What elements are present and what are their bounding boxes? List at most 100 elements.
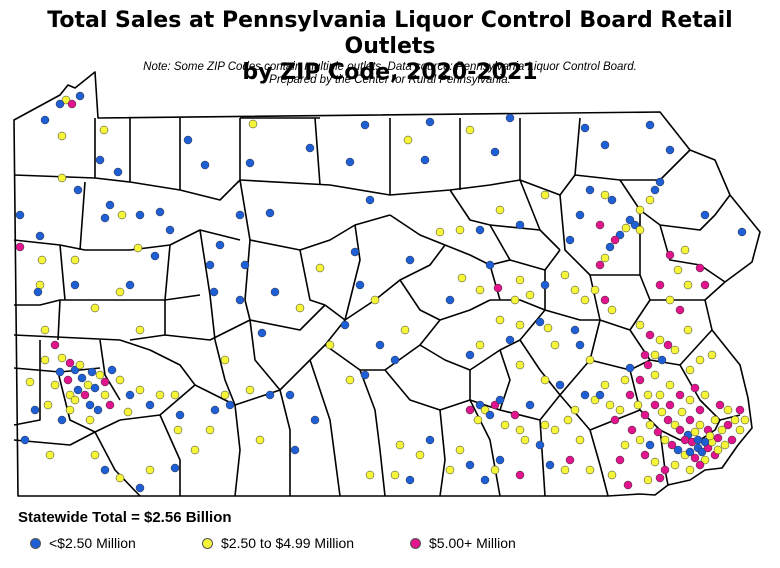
outlet-dot-low [360, 120, 370, 130]
outlet-dot-high [63, 375, 73, 385]
outlet-dot-low [485, 410, 495, 420]
outlet-dot-low [585, 185, 595, 195]
outlet-dot-high [690, 383, 700, 393]
outlet-dot-low [515, 220, 525, 230]
outlet-dot-mid [590, 285, 600, 295]
outlet-dot-low [480, 475, 490, 485]
outlet-dot-mid [248, 119, 258, 129]
outlet-dot-mid [455, 445, 465, 455]
outlet-dot-high [675, 305, 685, 315]
outlet-dot-mid [685, 395, 695, 405]
outlet-dot-mid [395, 440, 405, 450]
outlet-dot-mid [515, 360, 525, 370]
outlet-dot-mid [205, 425, 215, 435]
outlet-dot-low [105, 200, 115, 210]
outlet-dot-high [465, 405, 475, 415]
outlet-dot-mid [520, 435, 530, 445]
outlet-dot-high [655, 280, 665, 290]
outlet-dot-high [635, 375, 645, 385]
outlet-dot-low [375, 340, 385, 350]
outlet-dot-low [100, 465, 110, 475]
outlet-dot-mid [500, 420, 510, 430]
legend-dot-low [30, 537, 41, 549]
outlet-dot-mid [117, 210, 127, 220]
outlet-dot-high [80, 390, 90, 400]
outlet-dot-low [525, 400, 535, 410]
outlet-dot-low [15, 210, 25, 220]
outlet-dot-low [545, 460, 555, 470]
outlet-dot-low [70, 280, 80, 290]
outlet-dot-low [165, 225, 175, 235]
outlet-dot-low [135, 483, 145, 493]
outlet-dot-mid [490, 465, 500, 475]
outlet-dot-high [650, 400, 660, 410]
outlet-dot-mid [61, 95, 71, 105]
outlet-dot-low [420, 155, 430, 165]
outlet-dot-mid [735, 425, 745, 435]
outlet-dot-high [627, 425, 637, 435]
outlet-dot-low [570, 325, 580, 335]
outlet-dot-low [425, 435, 435, 445]
outlet-dot-low [360, 370, 370, 380]
outlet-dot-mid [580, 295, 590, 305]
outlet-dot-mid [495, 315, 505, 325]
outlet-dot-mid [325, 340, 335, 350]
outlet-dot-low [607, 195, 617, 205]
outlet-dot-mid [345, 375, 355, 385]
outlet-dot-mid [710, 415, 720, 425]
outlet-dot-mid [37, 255, 47, 265]
outlet-dot-mid [95, 370, 105, 380]
outlet-dot-mid [570, 285, 580, 295]
outlet-dot-mid [457, 273, 467, 283]
title-line-2: by ZIP Code, 2020-2021 [242, 60, 538, 85]
outlet-dot-low [93, 405, 103, 415]
outlet-dot-low [305, 143, 315, 153]
outlet-dot-low [225, 400, 235, 410]
outlet-dot-mid [670, 345, 680, 355]
outlet-dot-mid [633, 400, 643, 410]
outlet-dot-high [610, 415, 620, 425]
outlet-dot-low [535, 440, 545, 450]
title-line-1: Total Sales at Pennsylvania Liquor Contr… [47, 8, 733, 59]
outlet-dot-low [40, 115, 50, 125]
outlet-dot-mid [650, 457, 660, 467]
outlet-dot-mid [435, 227, 445, 237]
outlet-dot-mid [560, 270, 570, 280]
outlet-dot-mid [57, 353, 67, 363]
outlet-dot-mid [700, 390, 710, 400]
outlet-dot-mid [685, 365, 695, 375]
outlet-dot-mid [673, 265, 683, 275]
outlet-dot-mid [540, 375, 550, 385]
outlet-dot-high [645, 330, 655, 340]
outlet-dot-low [145, 400, 155, 410]
outlet-dot-high [623, 480, 633, 490]
outlet-dot-low [310, 415, 320, 425]
outlet-dot-high [595, 260, 605, 270]
outlet-dot-mid [655, 390, 665, 400]
outlet-dot-high [713, 433, 723, 443]
outlet-dot-mid [455, 225, 465, 235]
outlet-dot-low [575, 340, 585, 350]
outlet-dot-mid [635, 435, 645, 445]
sales-dots [15, 91, 750, 493]
outlet-dot-low [445, 295, 455, 305]
outlet-dot-high [735, 405, 745, 415]
outlet-dot-low [170, 463, 180, 473]
outlet-dot-high [493, 283, 503, 293]
outlet-dot-mid [220, 390, 230, 400]
outlet-dot-mid [645, 420, 655, 430]
outlet-dot-mid [45, 450, 55, 460]
outlet-dot-high [665, 250, 675, 260]
outlet-dot-mid [717, 425, 727, 435]
outlet-dot-mid [740, 415, 750, 425]
outlet-dot-mid [465, 125, 475, 135]
outlet-dot-high [67, 99, 77, 109]
legend-item-low: <$2.50 Million [30, 535, 136, 551]
outlet-dot-mid [475, 285, 485, 295]
outlet-dot-low [465, 350, 475, 360]
outlet-dot-mid [40, 355, 50, 365]
outlet-dot-high [700, 280, 710, 290]
outlet-dot-mid [685, 465, 695, 475]
outlet-dot-high [100, 377, 110, 387]
